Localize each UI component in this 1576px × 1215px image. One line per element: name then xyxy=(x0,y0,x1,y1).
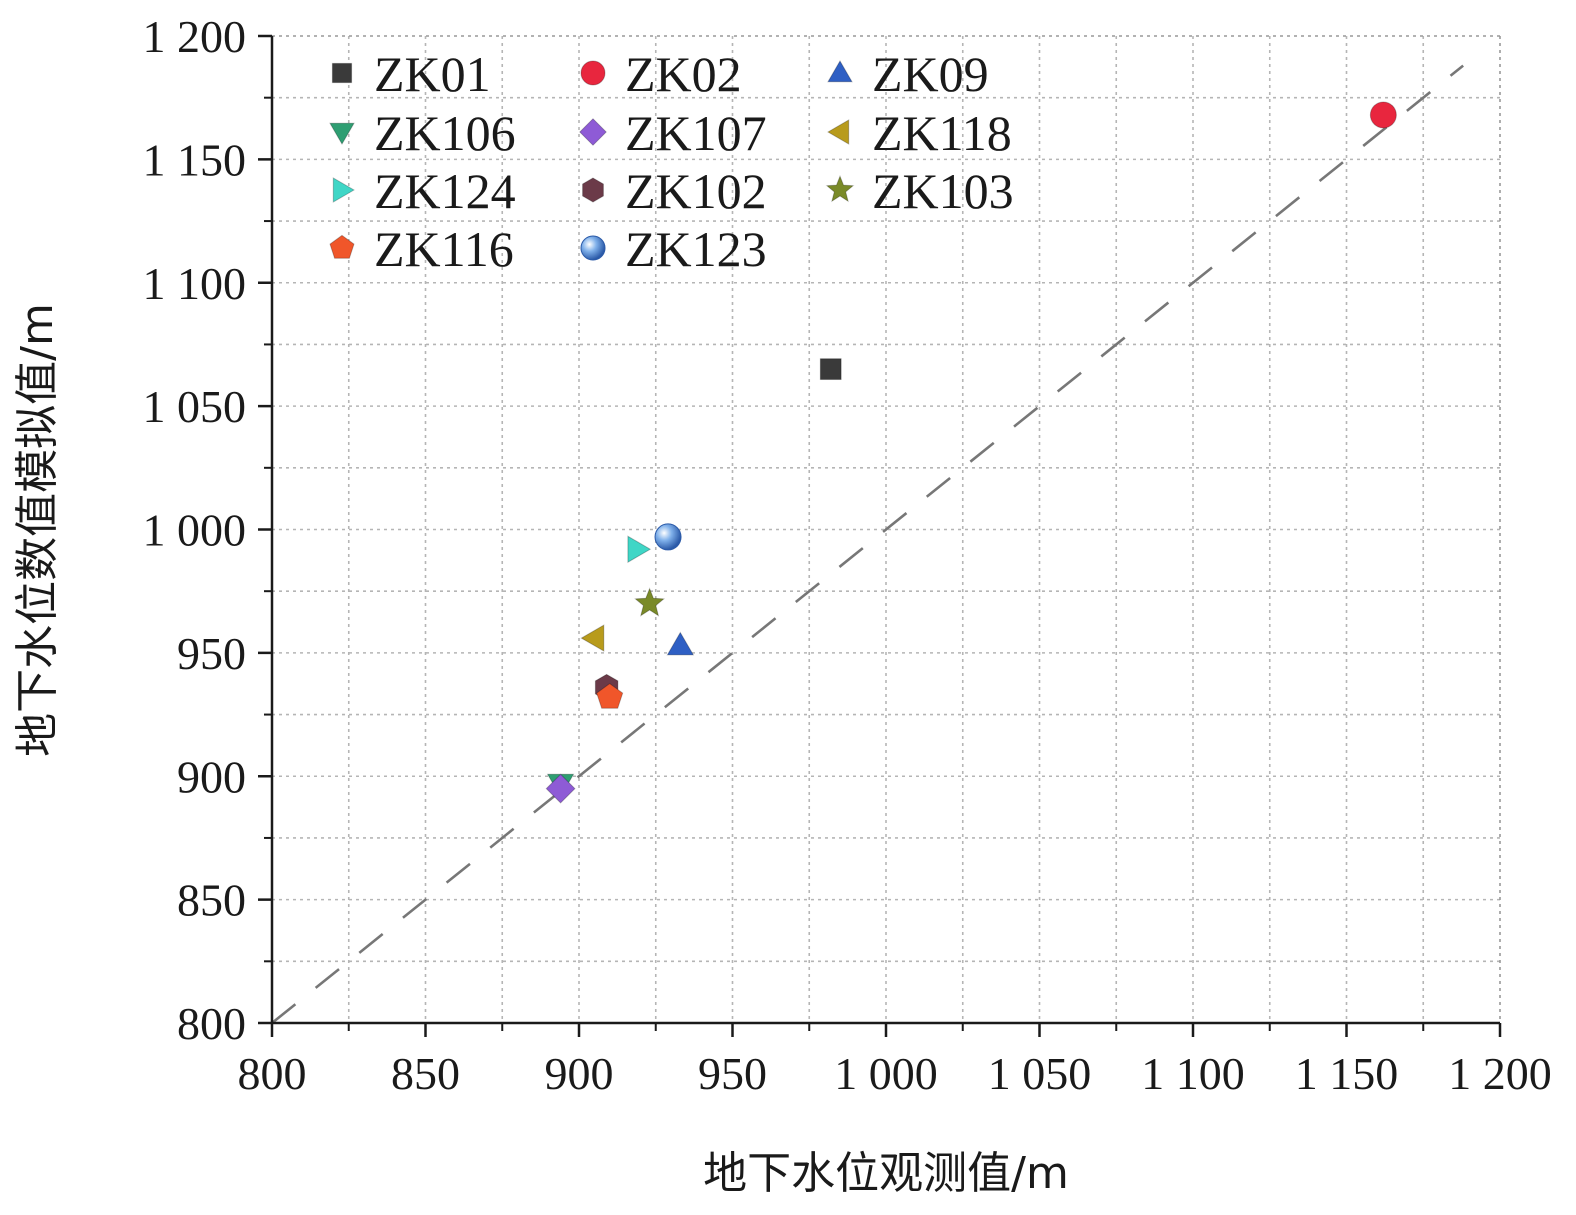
legend-marker-zk124 xyxy=(332,177,355,203)
y-tick-label: 850 xyxy=(177,875,246,926)
y-tick-label: 950 xyxy=(177,628,246,679)
legend-label-zk107: ZK107 xyxy=(625,105,767,161)
legend-marker-zk09 xyxy=(827,60,853,83)
y-axis-title: 地下水位数值模拟值/m xyxy=(12,303,63,757)
y-tick-label: 1 150 xyxy=(143,134,247,185)
x-axis-title: 地下水位观测值/m xyxy=(703,1148,1069,1199)
legend-marker-zk103 xyxy=(825,174,855,203)
data-point-zk09 xyxy=(666,631,695,656)
legend-marker-zk102 xyxy=(582,177,604,203)
legend-marker-zk106 xyxy=(329,122,355,145)
x-tick-label: 1 150 xyxy=(1295,1048,1399,1099)
y-tick-label: 1 050 xyxy=(143,381,247,432)
legend-marker-zk118 xyxy=(827,119,850,145)
legend-label-zk01: ZK01 xyxy=(374,46,491,102)
x-tick-label: 850 xyxy=(391,1048,460,1099)
data-points xyxy=(545,101,1397,804)
y-tick-label: 1 100 xyxy=(143,258,247,309)
axes xyxy=(258,34,1502,1037)
data-point-zk123 xyxy=(654,523,682,551)
data-point-zk01 xyxy=(819,358,842,381)
legend-marker-zk107 xyxy=(579,118,607,146)
legend-label-zk09: ZK09 xyxy=(872,46,989,102)
x-tick-label: 1 200 xyxy=(1448,1048,1552,1099)
y-tick-label: 900 xyxy=(177,751,246,802)
y-tick-label: 800 xyxy=(177,998,246,1049)
legend-label-zk102: ZK102 xyxy=(625,163,767,219)
y-axis-tick-labels: 800 850 900 950 1 000 1 050 1 100 1 150 1 200 xyxy=(143,11,247,1049)
x-tick-label: 900 xyxy=(545,1048,614,1099)
y-tick-label: 1 000 xyxy=(143,505,247,556)
legend-marker-zk01 xyxy=(331,62,353,84)
y-tick-label: 1 200 xyxy=(143,11,247,62)
x-tick-label: 950 xyxy=(698,1048,767,1099)
legend-label-zk106: ZK106 xyxy=(374,105,516,161)
x-tick-label: 1 000 xyxy=(834,1048,938,1099)
legend-marker-zk123 xyxy=(580,235,606,261)
legend-label-zk02: ZK02 xyxy=(625,46,742,102)
legend-label-zk103: ZK103 xyxy=(872,163,1014,219)
data-point-zk02 xyxy=(1369,101,1397,129)
x-axis-tick-labels: 800 850 900 950 1 000 1 050 1 100 1 150 1 200 xyxy=(238,1048,1552,1099)
data-point-zk116 xyxy=(596,682,624,709)
x-tick-label: 800 xyxy=(238,1048,307,1099)
grid xyxy=(272,35,1501,1023)
legend-label-zk124: ZK124 xyxy=(374,163,516,219)
legend-marker-zk02 xyxy=(580,60,606,86)
data-point-zk103 xyxy=(634,587,666,617)
data-point-zk124 xyxy=(627,535,652,564)
legend-label-zk118: ZK118 xyxy=(872,105,1012,161)
x-tick-label: 1 050 xyxy=(988,1048,1092,1099)
legend-label-zk123: ZK123 xyxy=(625,221,767,277)
data-point-zk118 xyxy=(580,624,605,652)
x-tick-label: 1 100 xyxy=(1141,1048,1245,1099)
data-point-zk107 xyxy=(545,773,576,804)
legend-label-zk116: ZK116 xyxy=(374,221,514,277)
legend-marker-zk116 xyxy=(329,234,355,259)
